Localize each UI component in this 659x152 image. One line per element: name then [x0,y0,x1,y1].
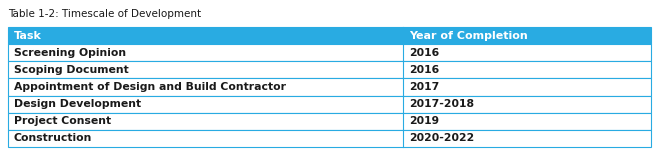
Text: Appointment of Design and Build Contractor: Appointment of Design and Build Contract… [14,82,286,92]
Text: 2016: 2016 [409,65,440,75]
Bar [8,130,651,147]
Text: Screening Opinion: Screening Opinion [14,48,126,58]
Text: Scoping Document: Scoping Document [14,65,129,75]
Bar [8,96,651,113]
Bar [8,113,651,130]
Text: Table 1-2: Timescale of Development: Table 1-2: Timescale of Development [8,9,201,19]
Text: Design Development: Design Development [14,99,141,109]
Bar [8,44,651,61]
Text: 2017-2018: 2017-2018 [409,99,474,109]
Bar [8,78,651,96]
Bar [8,61,651,78]
Bar [8,27,651,44]
Text: 2020-2022: 2020-2022 [409,133,474,143]
Text: 2019: 2019 [409,116,440,126]
Text: Year of Completion: Year of Completion [409,31,529,41]
Text: Task: Task [14,31,42,41]
Text: 2017: 2017 [409,82,440,92]
Text: Project Consent: Project Consent [14,116,111,126]
Text: 2016: 2016 [409,48,440,58]
Text: Construction: Construction [14,133,92,143]
